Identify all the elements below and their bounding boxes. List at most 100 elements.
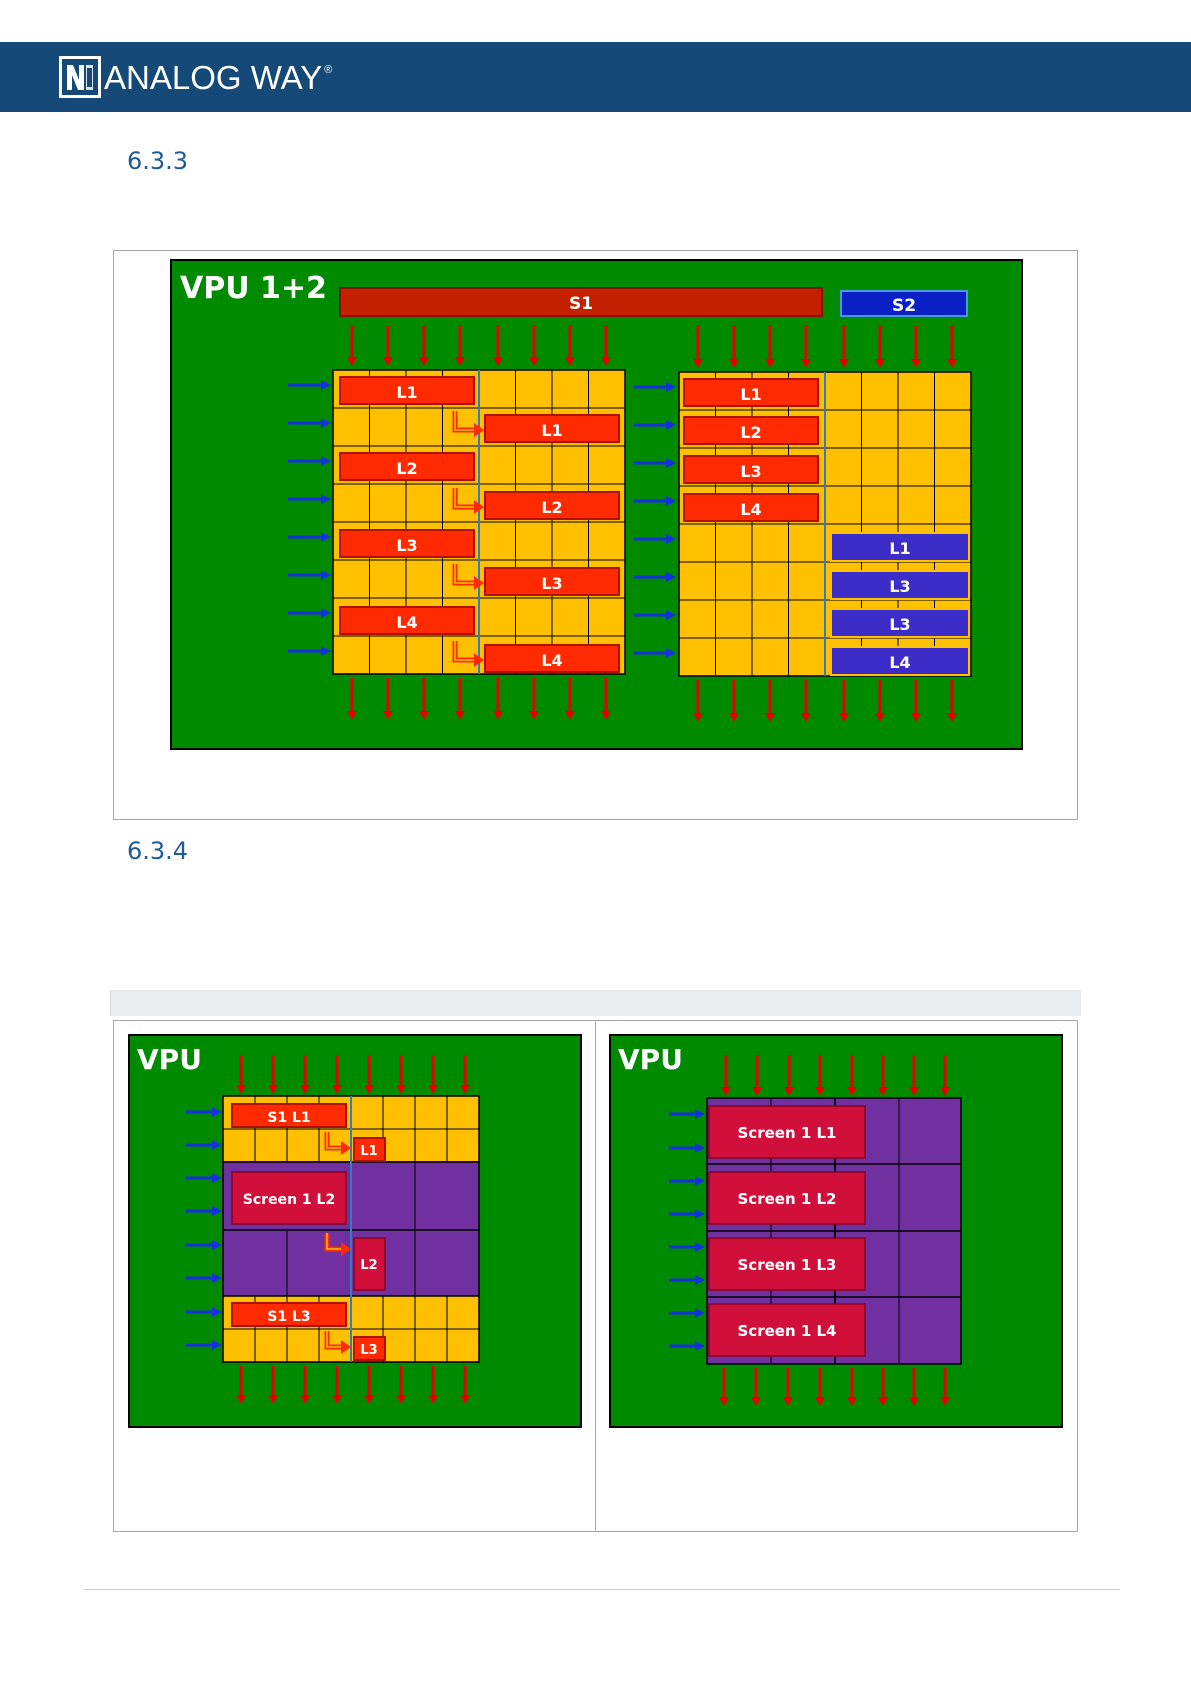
vpu-title: VPU xyxy=(618,1043,683,1076)
vpu-title: VPU 1+2 xyxy=(180,271,327,306)
layer-label: L4 xyxy=(740,500,761,519)
down-arrow xyxy=(693,325,703,368)
right-arrow xyxy=(288,532,331,542)
down-arrow xyxy=(839,325,849,368)
layer-label: L3 xyxy=(360,1343,377,1358)
right-arrow xyxy=(669,1143,705,1153)
down-arrow xyxy=(529,678,539,720)
screen-s2-bar xyxy=(840,290,968,317)
down-arrow xyxy=(268,1366,278,1404)
right-arrow xyxy=(669,1275,705,1285)
layer-label: L3 xyxy=(740,462,761,481)
screen-s1-bar xyxy=(339,287,823,317)
layer-label: L3 xyxy=(889,615,910,634)
right-arrow xyxy=(288,570,331,580)
down-arrow xyxy=(693,680,703,722)
registered-mark: ® xyxy=(324,64,333,76)
layer-label: L2 xyxy=(740,423,761,442)
right-arrow xyxy=(634,382,676,392)
layer-label: L1 xyxy=(740,385,761,404)
layer-box xyxy=(484,644,620,673)
section-number-6-3-3: 6.3.3 xyxy=(127,147,189,175)
down-arrow xyxy=(332,1055,342,1094)
right-arrow xyxy=(288,418,331,428)
right-arrow xyxy=(634,458,676,468)
layer-label: L3 xyxy=(396,536,417,555)
right-arrow xyxy=(186,1240,222,1250)
down-arrow xyxy=(396,1055,406,1094)
right-arrow xyxy=(669,1109,705,1119)
right-arrow xyxy=(634,534,676,544)
layer-box xyxy=(830,532,970,562)
brand-text: ANALOG WAY xyxy=(104,59,323,96)
layer-label: L2 xyxy=(541,498,562,517)
bent-arrow-icon xyxy=(324,1233,351,1256)
layer-box xyxy=(683,455,819,484)
layer-box xyxy=(339,376,475,405)
down-arrow xyxy=(347,678,357,720)
layer-box xyxy=(231,1171,347,1225)
signal-arrows xyxy=(669,1055,950,1406)
down-arrow xyxy=(721,1055,731,1096)
analog-way-logo-icon xyxy=(59,56,101,98)
down-arrow xyxy=(911,680,921,722)
layer-box xyxy=(708,1171,866,1225)
down-arrow xyxy=(729,325,739,368)
down-arrow xyxy=(847,1368,857,1406)
down-arrow xyxy=(765,325,775,368)
layer-box xyxy=(231,1103,347,1128)
layer-box xyxy=(484,491,620,520)
down-arrow xyxy=(878,1055,888,1096)
layer-box xyxy=(708,1303,866,1357)
signal-arrows xyxy=(288,325,957,722)
down-arrow xyxy=(493,325,503,366)
layer-label: L4 xyxy=(396,613,417,632)
right-arrow xyxy=(186,1140,222,1150)
down-arrow xyxy=(752,1055,762,1096)
bent-arrow-icon xyxy=(452,488,484,514)
layer-box xyxy=(353,1237,386,1291)
right-arrow xyxy=(669,1341,705,1351)
down-arrow xyxy=(940,1055,950,1096)
screen-s1-label: S1 xyxy=(569,294,593,314)
down-arrow xyxy=(460,1366,470,1404)
signal-arrows xyxy=(186,1055,470,1404)
down-arrow xyxy=(383,678,393,720)
down-arrow xyxy=(783,1368,793,1406)
down-arrow xyxy=(729,680,739,722)
layer-box xyxy=(830,608,970,638)
right-arrow xyxy=(669,1308,705,1318)
down-arrow xyxy=(784,1055,794,1096)
brand-name: ANALOG WAY ® xyxy=(104,56,333,98)
bent-arrow-icons xyxy=(324,1132,351,1354)
layer-label: L1 xyxy=(360,1144,377,1159)
header-bar xyxy=(0,42,1191,112)
layer-box xyxy=(683,493,819,522)
down-arrow xyxy=(493,678,503,720)
right-arrow xyxy=(288,494,331,504)
down-arrow xyxy=(940,1368,950,1406)
down-arrow xyxy=(801,325,811,368)
screen-s2-label: S2 xyxy=(892,296,916,316)
layer-box xyxy=(484,567,620,596)
down-arrow xyxy=(751,1368,761,1406)
layer-label: L3 xyxy=(889,577,910,596)
left-block-column2-layers: L1 L2 L3 L4 xyxy=(484,414,620,673)
down-arrow xyxy=(815,1055,825,1096)
down-arrow xyxy=(419,325,429,366)
layer-box xyxy=(708,1237,866,1291)
right-arrow xyxy=(288,380,331,390)
down-arrow xyxy=(719,1368,729,1406)
table-column-divider xyxy=(595,1020,596,1532)
layer-label: L1 xyxy=(396,383,417,402)
layer-label: L2 xyxy=(360,1258,377,1273)
down-arrow xyxy=(909,1055,919,1096)
vpu-title: VPU xyxy=(137,1043,202,1076)
right-arrow xyxy=(669,1242,705,1252)
down-arrow xyxy=(601,678,611,720)
down-arrow xyxy=(847,1055,857,1096)
right-arrow xyxy=(186,1273,222,1283)
bent-arrow-icon xyxy=(324,1132,351,1155)
